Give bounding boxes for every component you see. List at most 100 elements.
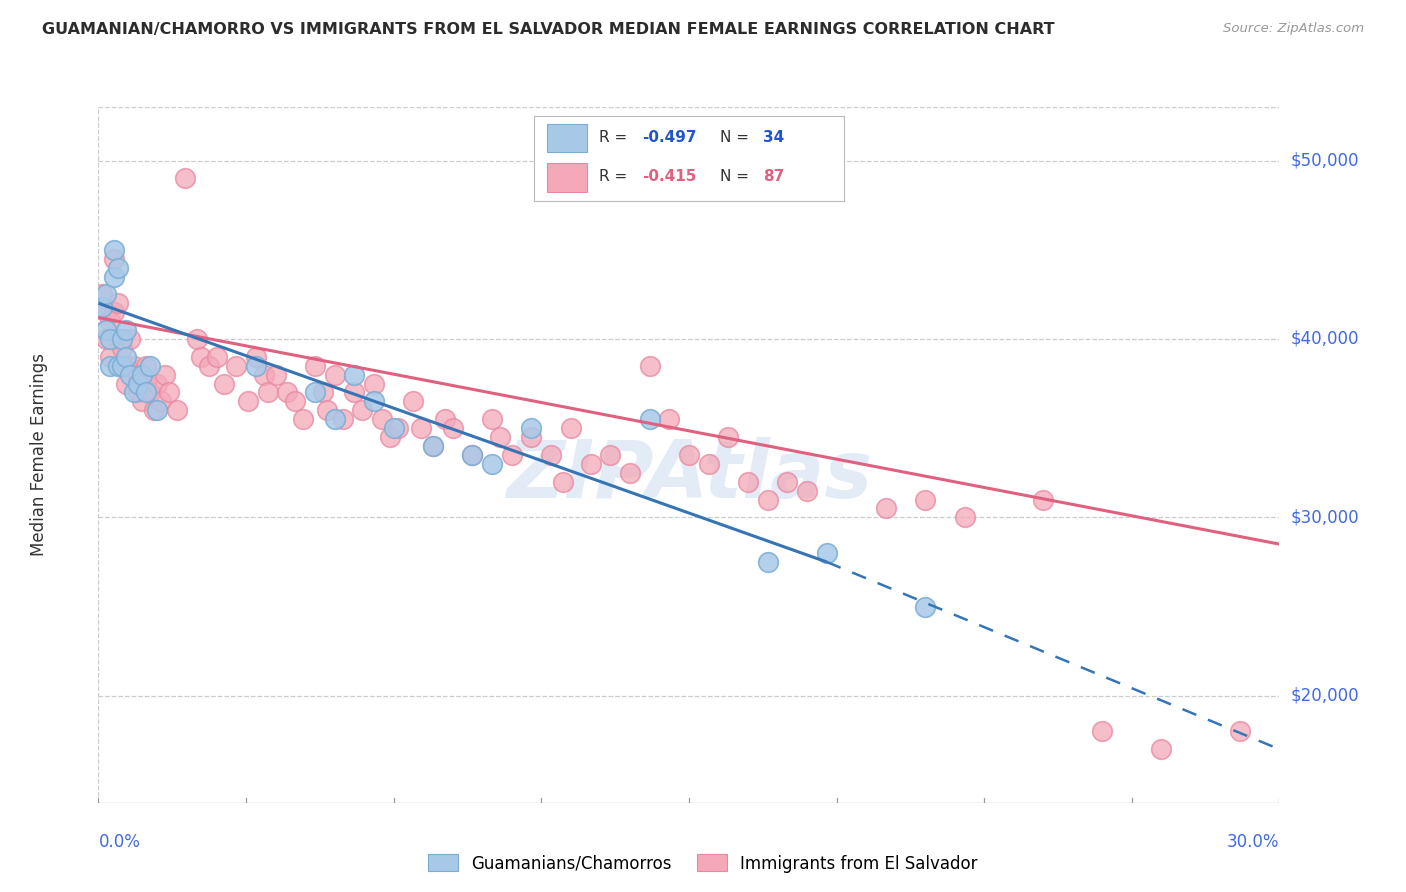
Point [953, 510, 976, 524]
Text: GUAMANIAN/CHAMORRO VS IMMIGRANTS FROM EL SALVADOR MEDIAN FEMALE EARNINGS CORRELA: GUAMANIAN/CHAMORRO VS IMMIGRANTS FROM EL… [42, 22, 1054, 37]
Point [166, 403, 188, 417]
Point [111, 341, 134, 355]
Point [1150, 742, 1173, 756]
Legend: Guamanians/Chamorros, Immigrants from El Salvador: Guamanians/Chamorros, Immigrants from El… [422, 847, 984, 880]
Point [190, 350, 212, 364]
Point [717, 430, 740, 444]
Point [422, 439, 444, 453]
Point [111, 332, 134, 346]
Point [98, 314, 121, 328]
Point [127, 385, 149, 400]
Point [118, 368, 141, 382]
Point [343, 368, 366, 382]
Point [135, 376, 157, 391]
Point [205, 350, 228, 364]
Point [103, 269, 125, 284]
Point [122, 385, 145, 400]
Point [315, 403, 337, 417]
Point [481, 412, 503, 426]
Point [1229, 724, 1251, 739]
Point [422, 439, 444, 453]
Point [312, 385, 335, 400]
Point [146, 403, 169, 417]
Point [253, 368, 276, 382]
Point [1032, 492, 1054, 507]
Point [131, 368, 153, 382]
Point [122, 359, 145, 373]
Point [135, 385, 157, 400]
Point [91, 300, 114, 314]
Point [292, 412, 315, 426]
Point [363, 376, 385, 391]
Point [382, 421, 405, 435]
Point [619, 466, 641, 480]
Text: -0.415: -0.415 [643, 169, 697, 184]
Point [276, 385, 298, 400]
Point [131, 394, 153, 409]
Point [96, 323, 118, 337]
Point [214, 376, 236, 391]
Point [520, 430, 543, 444]
Point [387, 421, 409, 435]
Point [638, 359, 661, 373]
Point [146, 376, 169, 391]
Point [284, 394, 307, 409]
Point [332, 412, 354, 426]
Point [186, 332, 208, 346]
Point [378, 430, 401, 444]
Bar [547, 163, 586, 192]
Point [115, 323, 138, 337]
Point [411, 421, 433, 435]
Point [103, 252, 125, 266]
Point [815, 546, 838, 560]
Point [304, 385, 326, 400]
Point [658, 412, 681, 426]
Point [678, 448, 700, 462]
Point [481, 457, 503, 471]
Point [115, 376, 138, 391]
Text: -0.497: -0.497 [643, 130, 697, 145]
Point [107, 296, 129, 310]
Point [441, 421, 464, 435]
Point [225, 359, 247, 373]
Point [352, 403, 374, 417]
Point [98, 350, 121, 364]
Point [96, 332, 118, 346]
Point [245, 350, 267, 364]
Point [127, 376, 149, 391]
Point [197, 359, 219, 373]
Point [737, 475, 759, 489]
Point [914, 599, 936, 614]
Point [697, 457, 720, 471]
Point [579, 457, 602, 471]
Point [96, 305, 118, 319]
Point [111, 359, 134, 373]
Point [796, 483, 818, 498]
Point [107, 332, 129, 346]
Point [142, 403, 165, 417]
Point [135, 359, 157, 373]
Text: Source: ZipAtlas.com: Source: ZipAtlas.com [1223, 22, 1364, 36]
Point [91, 287, 114, 301]
Text: $50,000: $50,000 [1291, 152, 1360, 169]
Point [155, 368, 177, 382]
Point [127, 368, 149, 382]
Point [96, 287, 118, 301]
Point [520, 421, 543, 435]
Point [115, 359, 138, 373]
Point [501, 448, 523, 462]
Bar [547, 124, 586, 153]
Text: $30,000: $30,000 [1291, 508, 1360, 526]
Text: N =: N = [720, 169, 754, 184]
Point [98, 332, 121, 346]
Point [756, 492, 779, 507]
Point [638, 412, 661, 426]
Point [236, 394, 259, 409]
Text: N =: N = [720, 130, 754, 145]
Point [256, 385, 278, 400]
Point [1091, 724, 1114, 739]
Point [461, 448, 484, 462]
Point [433, 412, 456, 426]
Point [402, 394, 425, 409]
Point [323, 412, 346, 426]
